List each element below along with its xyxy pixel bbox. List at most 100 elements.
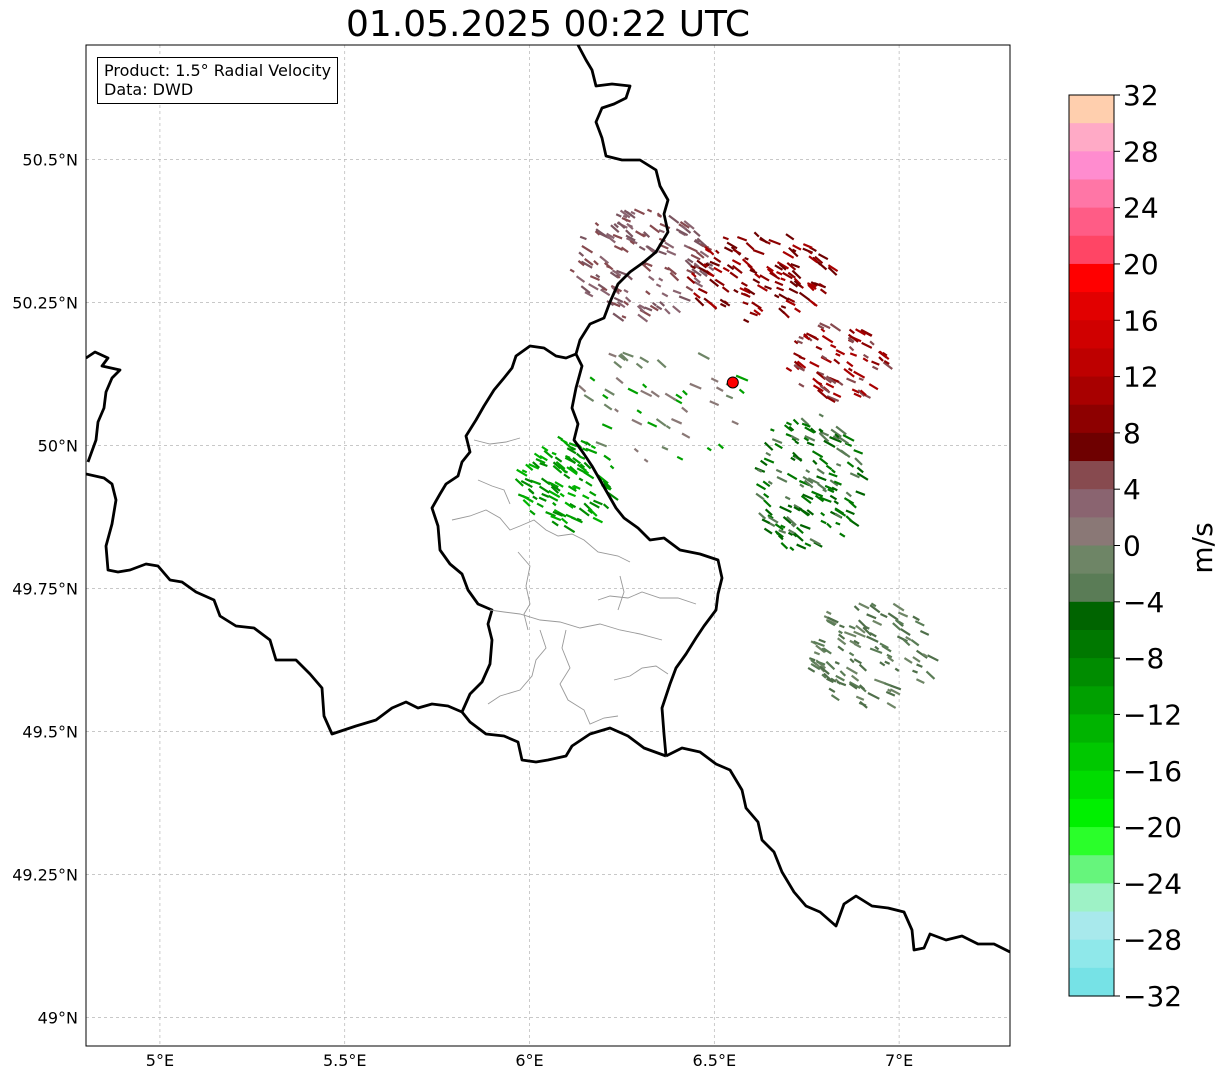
echo-pixel	[916, 663, 923, 668]
radar-site-marker	[726, 376, 739, 389]
echo-pixel	[595, 441, 608, 448]
echo-pixel	[882, 361, 893, 370]
echo-pixel	[853, 630, 866, 638]
echo-pixel	[826, 522, 832, 529]
colorbar-segment	[1069, 573, 1114, 603]
echo-pixel	[729, 271, 739, 279]
echo-pixel	[555, 460, 566, 470]
echo-pixel	[736, 235, 748, 242]
lon-tick-label: 6.5°E	[693, 1051, 737, 1070]
echo-pixel	[816, 468, 825, 475]
echo-pixel	[539, 454, 548, 462]
echo-pixel	[866, 635, 879, 643]
echo-pixel	[806, 282, 817, 288]
colorbar-segment	[1069, 601, 1114, 631]
echo-pixel	[828, 687, 836, 693]
echo-pixel	[714, 249, 720, 255]
colorbar-tick-label: 16	[1123, 304, 1159, 337]
echo-pixel	[793, 277, 802, 286]
echo-pixel	[624, 296, 632, 303]
colorbar-segment	[1069, 798, 1114, 828]
echo-pixel	[623, 300, 630, 306]
echo-pixel	[818, 432, 830, 443]
echo-pixel	[786, 472, 798, 481]
echo-pixel	[690, 264, 696, 270]
echo-pixel	[732, 248, 742, 255]
echo-pixel	[821, 355, 828, 360]
echo-pixel	[764, 508, 773, 517]
echo-pixel	[583, 469, 590, 475]
echo-pixel	[770, 428, 775, 432]
echo-pixel	[726, 263, 735, 271]
echo-pixel	[806, 441, 815, 447]
echo-pixel	[564, 501, 574, 509]
echo-pixel	[630, 210, 636, 215]
echo-pixel	[612, 233, 623, 240]
echo-pixel	[774, 264, 784, 271]
echo-pixel	[528, 489, 535, 495]
echo-pixel	[639, 356, 650, 364]
lon-tick-label: 6°E	[515, 1051, 543, 1070]
echo-pixel	[590, 444, 597, 450]
echo-pixel	[688, 246, 698, 253]
echo-pixel	[540, 477, 551, 486]
echo-pixel	[796, 543, 807, 550]
echo-pixel	[817, 482, 827, 491]
echo-pixel	[884, 682, 892, 687]
echo-pixel	[726, 241, 738, 250]
echo-pixel	[759, 459, 768, 467]
echo-pixel	[619, 209, 631, 219]
echo-pixel	[743, 318, 750, 324]
echo-pixel	[744, 256, 749, 261]
echo-pixel	[759, 274, 770, 282]
echo-pixel	[822, 647, 832, 655]
echo-pixel	[869, 604, 881, 614]
echo-pixel	[595, 228, 600, 233]
echo-pixel	[588, 283, 599, 291]
echo-pixel	[821, 334, 834, 344]
echo-pixel	[693, 276, 701, 284]
echo-pixel	[900, 628, 911, 636]
echo-pixel	[790, 262, 800, 269]
colorbar-segment	[1069, 939, 1114, 969]
echo-pixel	[691, 268, 702, 277]
echo-pixel	[709, 400, 720, 407]
echo-pixel	[816, 475, 827, 482]
echo-pixel	[762, 480, 771, 488]
echo-pixel	[836, 680, 847, 687]
echo-pixel	[541, 445, 549, 452]
colorbar-segment	[1069, 714, 1114, 744]
echo-pixel	[905, 636, 912, 641]
echo-pixel	[879, 642, 889, 649]
echo-pixel	[758, 512, 767, 520]
echo-pixel	[849, 352, 858, 357]
echo-pixel	[602, 503, 610, 510]
echo-pixel	[854, 457, 863, 466]
echo-pixel	[740, 281, 748, 287]
echo-pixel	[776, 286, 785, 292]
echo-pixel	[713, 266, 723, 274]
echo-pixel	[661, 445, 669, 451]
echo-pixel	[675, 393, 683, 400]
echo-pixel	[657, 213, 663, 218]
echo-pixel	[780, 524, 786, 529]
echo-pixel	[521, 469, 528, 474]
echo-pixel	[627, 387, 639, 395]
echo-pixel	[583, 394, 595, 402]
echo-pixel	[776, 476, 788, 483]
echo-pixel	[754, 272, 761, 279]
echo-pixel	[791, 248, 797, 253]
echo-pixel	[849, 658, 855, 664]
echo-pixel	[815, 644, 826, 654]
border-france-germany	[665, 746, 1010, 954]
echo-pixel	[645, 290, 651, 296]
echo-pixel	[819, 385, 831, 394]
echo-pixel	[604, 388, 615, 396]
echo-pixel	[780, 305, 787, 309]
echo-pixel	[601, 423, 613, 430]
echo-pixel	[848, 338, 855, 344]
echo-pixel	[835, 521, 841, 526]
echo-pixel	[785, 233, 795, 241]
echo-pixel	[862, 357, 869, 363]
